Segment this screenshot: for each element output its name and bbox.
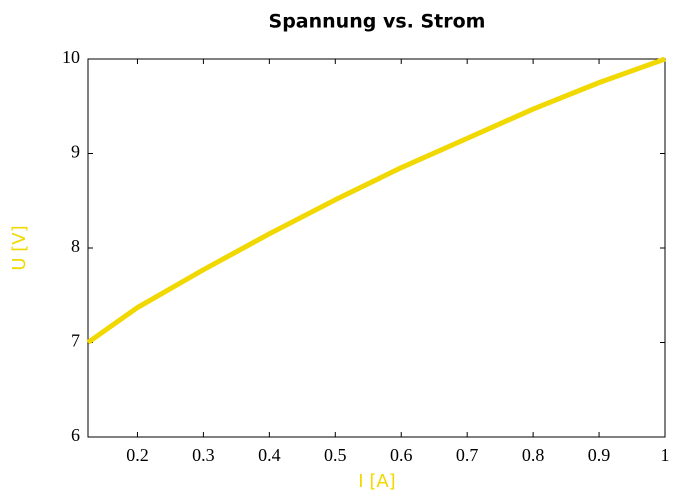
y-axis-label: U [V]	[9, 225, 30, 270]
x-tick-label: 0.8	[522, 445, 545, 465]
y-tick-label: 7	[71, 331, 80, 351]
x-tick-label: 0.2	[126, 445, 149, 465]
y-tick-label: 8	[71, 236, 80, 256]
y-tick-label: 9	[71, 142, 80, 162]
x-tick-label: 0.4	[258, 445, 281, 465]
data-line	[86, 56, 666, 345]
x-tick-label: 0.9	[588, 445, 611, 465]
plot-frame	[87, 58, 666, 438]
x-tick-label: 1	[661, 445, 670, 465]
x-tick-label: 0.7	[456, 445, 479, 465]
chart-title: Spannung vs. Strom	[269, 11, 486, 33]
y-tick-label: 6	[71, 425, 80, 445]
x-tick-label: 0.3	[192, 445, 215, 465]
y-tick-label: 10	[62, 47, 80, 67]
x-axis-label: I [A]	[358, 471, 395, 492]
x-tick-label: 0.6	[390, 445, 413, 465]
x-tick-label: 0.5	[324, 445, 347, 465]
